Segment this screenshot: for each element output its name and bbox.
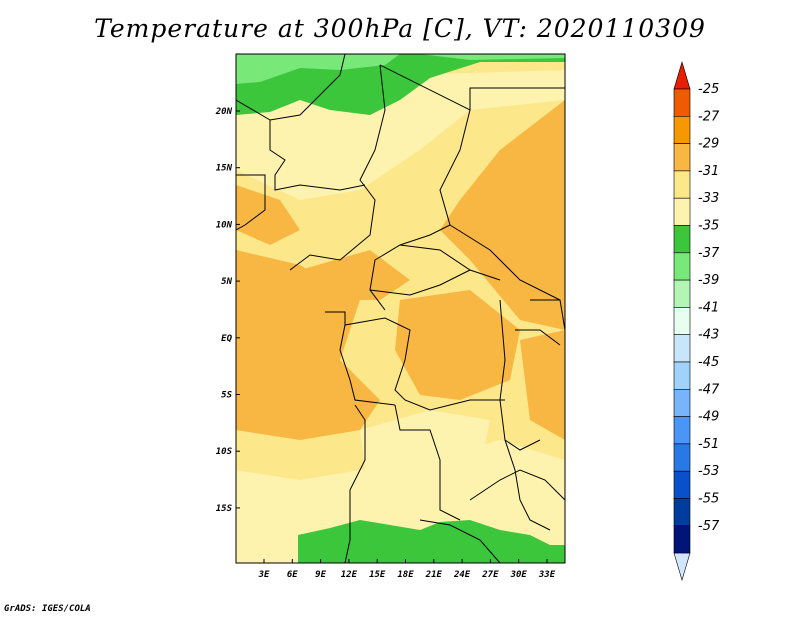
field-orange-north-west xyxy=(236,185,300,245)
field-orange-central xyxy=(395,290,520,400)
colorbar-label: -53 xyxy=(698,464,719,479)
colorbar-segment xyxy=(673,443,691,472)
border-line xyxy=(394,404,461,521)
lon-tick-label: 3E xyxy=(258,570,270,580)
colorbar-label: -45 xyxy=(698,355,719,370)
colorbar-label: -43 xyxy=(698,328,719,343)
colorbar-label: -29 xyxy=(698,137,719,152)
field-lightgreen-north-2 xyxy=(420,54,565,60)
lon-tick-label: 21E xyxy=(425,570,443,580)
latitude-axis: 20N 15N 10N 5N EQ 5S 10S 15S xyxy=(215,107,240,514)
lat-tick-label: EQ xyxy=(221,334,232,344)
field-pale-central xyxy=(360,410,490,480)
field-green-north xyxy=(236,54,565,115)
border-line xyxy=(530,299,565,331)
colorbar-segment xyxy=(673,470,691,499)
lat-tick-label: 10S xyxy=(216,447,233,457)
border-line xyxy=(449,224,561,301)
lon-tick-label: 33E xyxy=(538,570,556,580)
border-line xyxy=(515,329,561,346)
colorbar-segment xyxy=(673,525,691,554)
colorbar-label: -41 xyxy=(698,300,719,315)
colorbar-label: -35 xyxy=(698,219,719,234)
longitude-axis: 3E 6E 9E 12E 15E 18E 21E 24E 27E 30E 33E xyxy=(258,559,556,580)
colorbar-label: -39 xyxy=(698,273,719,288)
credit-label: GrADS: IGES/COLA xyxy=(4,604,91,614)
lon-tick-label: 15E xyxy=(369,570,386,580)
colorbar-segment xyxy=(673,307,691,335)
border-line xyxy=(379,64,565,111)
colorbar-segment xyxy=(673,170,691,199)
colorbar-segment xyxy=(673,334,691,363)
colorbar-segment xyxy=(673,88,691,117)
colorbar-label: -33 xyxy=(698,191,719,206)
colorbar-bottom-arrow xyxy=(673,552,691,582)
field-orange-east-coast xyxy=(520,330,565,440)
chart-title: Temperature at 300hPa [C], VT: 202011030… xyxy=(94,14,706,43)
colorbar-label: -49 xyxy=(698,410,719,425)
border-line xyxy=(369,109,471,311)
lat-tick-label: 20N xyxy=(215,107,233,117)
colorbar-segment xyxy=(673,225,691,254)
country-borders xyxy=(236,54,565,563)
border-line xyxy=(419,519,501,563)
colorbar-segment xyxy=(673,252,691,281)
colorbar-label: -25 xyxy=(698,82,719,97)
border-line xyxy=(236,174,266,231)
temperature-field xyxy=(236,54,565,563)
lat-tick-label: 5N xyxy=(221,277,232,287)
border-line xyxy=(325,311,505,411)
border-line xyxy=(236,54,346,121)
colorbar-segment xyxy=(673,361,691,390)
colorbar-label: -31 xyxy=(698,164,719,179)
border-line xyxy=(269,120,366,191)
border-line xyxy=(469,469,565,501)
border-line xyxy=(339,324,396,406)
border-line xyxy=(504,439,551,531)
lat-tick-label: 15S xyxy=(216,504,233,514)
lat-tick-label: 15N xyxy=(216,164,233,174)
border-line xyxy=(369,269,471,296)
colorbar-segment xyxy=(673,279,691,308)
colorbar: -25 -27 -29 -31 -33 -35 -37 -39 -41 -43 -45 -47 -49 -… xyxy=(673,60,720,582)
colorbar-segment xyxy=(673,498,691,527)
colorbar-top-arrow xyxy=(673,60,691,90)
lon-tick-label: 24E xyxy=(453,570,471,580)
field-orange-central-2 xyxy=(300,250,410,300)
colorbar-label: -57 xyxy=(698,519,720,534)
lon-tick-label: 27E xyxy=(481,570,499,580)
colorbar-label: -51 xyxy=(698,437,719,452)
lon-tick-label: 9E xyxy=(315,570,326,580)
lat-tick-label: 5S xyxy=(221,391,232,401)
colorbar-label: -27 xyxy=(698,109,720,124)
border-line xyxy=(289,64,386,271)
colorbar-segment xyxy=(673,116,691,144)
border-line xyxy=(399,244,501,281)
colorbar-label: -47 xyxy=(698,382,720,397)
colorbar-label: -37 xyxy=(698,246,720,261)
lon-tick-label: 30E xyxy=(510,570,528,580)
map-frame xyxy=(235,53,566,564)
border-line xyxy=(499,299,541,451)
lat-tick-label: 10N xyxy=(216,220,233,230)
colorbar-label: -55 xyxy=(698,492,719,507)
field-orange-east xyxy=(440,100,565,330)
field-green-south xyxy=(298,520,565,563)
lon-tick-label: 12E xyxy=(341,570,358,580)
field-lightgreen-north xyxy=(236,54,400,84)
colorbar-segment xyxy=(673,197,691,226)
lon-tick-label: 6E xyxy=(287,570,298,580)
colorbar-segment xyxy=(673,416,691,445)
border-line xyxy=(344,404,366,563)
lon-tick-label: 18E xyxy=(397,570,414,580)
colorbar-segment xyxy=(673,388,691,417)
colorbar-segment xyxy=(673,143,691,172)
